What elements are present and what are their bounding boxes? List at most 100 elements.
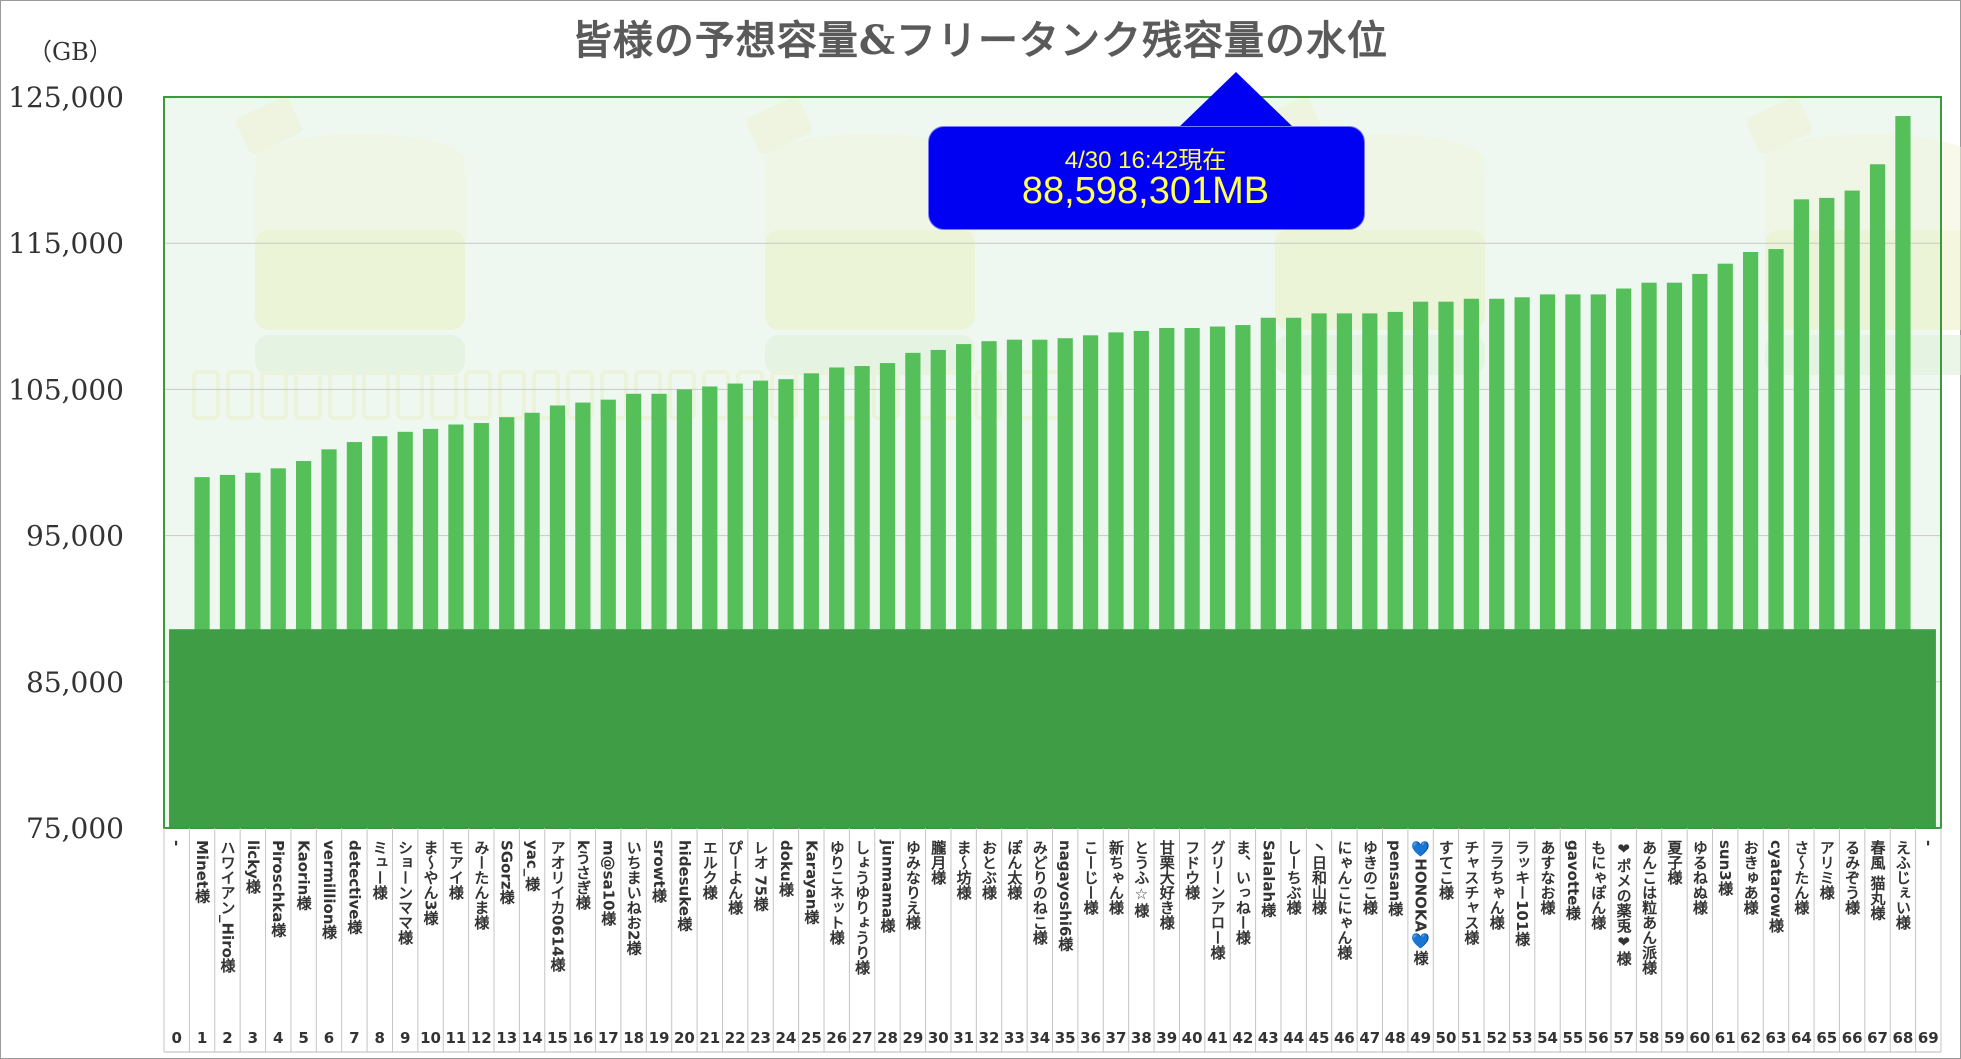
category-index-label: 10 <box>420 1029 441 1047</box>
category-name-label: cyatarow様 <box>1767 840 1785 934</box>
category-index-label: 49 <box>1410 1029 1431 1047</box>
category-cell: るみぞう様 66 <box>1842 840 1863 1047</box>
category-index-label: 20 <box>674 1029 695 1047</box>
category-cell: junmama様 28 <box>877 839 898 1047</box>
category-name-label: あんこは粒あん派様 <box>1640 840 1658 976</box>
category-index-label: 30 <box>928 1029 949 1047</box>
category-cell: ショーンママ様 9 <box>396 840 414 1047</box>
category-cell: Karayan様 25 <box>801 840 822 1047</box>
category-name-label: 丶日和山様 <box>1310 840 1328 916</box>
category-index-label: 35 <box>1055 1029 1076 1047</box>
category-name-label: モアイ様 <box>447 840 465 901</box>
category-index-label: 38 <box>1131 1029 1152 1047</box>
category-index-label: 68 <box>1892 1029 1913 1047</box>
category-cell: いちまいねお2様 18 <box>623 840 644 1047</box>
category-cell: srowt様 19 <box>649 840 670 1047</box>
category-index-label: 64 <box>1791 1029 1812 1047</box>
category-cell: 夏子様 59 <box>1664 840 1685 1047</box>
category-name-label: アリミ様 <box>1818 840 1836 901</box>
tank-watermark-icon <box>236 97 465 375</box>
category-cell: チャスチャス様 51 <box>1461 840 1482 1047</box>
category-cell: gavotte様 55 <box>1562 840 1583 1047</box>
category-index-label: 67 <box>1867 1029 1888 1047</box>
category-index-label: 24 <box>776 1029 797 1047</box>
category-cell: licky様 3 <box>244 840 262 1047</box>
category-name-label: みーたんま様 <box>472 840 490 931</box>
category-cell: 甘栗大好き様 39 <box>1156 839 1177 1047</box>
category-name-label: フドウ様 <box>1183 840 1201 901</box>
level-callout: 4/30 16:42現在 88,598,301MB <box>928 70 1365 230</box>
category-name-label: Kaorin様 <box>295 840 313 911</box>
category-name-label: ま、いっねー様 <box>1234 840 1252 946</box>
category-name-label: licky様 <box>244 840 262 895</box>
category-cell: ハワイアン_Hiro様 2 <box>218 840 236 1047</box>
category-name-label: - <box>1919 840 1937 846</box>
category-index-label: 29 <box>902 1029 923 1047</box>
category-name-label: チャスチャス様 <box>1462 840 1480 946</box>
category-index-label: 31 <box>953 1029 974 1047</box>
category-name-label: detective様 <box>345 840 363 936</box>
callout-value-label: 88,598,301MB <box>1021 170 1270 212</box>
category-index-label: 22 <box>725 1029 746 1047</box>
category-name-label: ま〜坊様 <box>955 840 973 901</box>
category-index-label: 65 <box>1816 1029 1837 1047</box>
category-cell: vermillion様 6 <box>320 840 338 1047</box>
category-cell: ゆみなりえ様 29 <box>902 840 923 1047</box>
category-index-label: 13 <box>496 1029 517 1047</box>
category-cell: pensan様 48 <box>1385 840 1406 1047</box>
category-index-label: 39 <box>1156 1029 1177 1047</box>
phone-watermark-icon <box>294 370 322 420</box>
category-index-label: 28 <box>877 1029 898 1047</box>
category-name-label: hidesuke様 <box>675 840 693 932</box>
category-index-label: 43 <box>1258 1029 1279 1047</box>
category-index-label: 69 <box>1918 1029 1939 1047</box>
y-tick-label: 125,000 <box>8 81 124 114</box>
category-index-label: 41 <box>1207 1029 1228 1047</box>
free-tank-level-band <box>169 629 1936 828</box>
category-name-label: Salalah様 <box>1259 840 1277 918</box>
phone-watermark-icon <box>464 370 492 420</box>
callout-box <box>928 126 1365 230</box>
category-index-label: 7 <box>349 1029 359 1047</box>
category-cell: アリミ様 65 <box>1816 840 1837 1047</box>
category-name-label: アオリイカ0614様 <box>548 840 566 973</box>
category-name-label: ゆりこネット様 <box>828 840 846 946</box>
category-name-label: おきゅあ様 <box>1742 840 1760 916</box>
category-cell: hidesuke様 20 <box>674 840 695 1047</box>
category-cell: みどりのねこ様 34 <box>1029 840 1050 1047</box>
y-tick-label: 75,000 <box>26 812 124 845</box>
category-index-label: 66 <box>1842 1029 1863 1047</box>
category-index-label: 4 <box>273 1029 283 1047</box>
chart-title: 皆様の予想容量&フリータンク残容量の水位 <box>571 17 1389 64</box>
category-name-label: m@sa10様 <box>599 840 617 927</box>
category-index-label: 2 <box>222 1029 232 1047</box>
category-cell: nagayoshi6様 35 <box>1055 840 1076 1047</box>
category-cell: おとぶ様 32 <box>979 840 1000 1047</box>
category-index-label: 23 <box>750 1029 771 1047</box>
category-index-label: 27 <box>852 1029 873 1047</box>
category-cell: にゃんこにゃん様 46 <box>1334 840 1355 1047</box>
category-name-label: yac_様 <box>523 840 541 892</box>
category-index-label: 57 <box>1613 1029 1634 1047</box>
category-cell: フドウ様 40 <box>1182 840 1203 1047</box>
category-index-label: 50 <box>1436 1029 1457 1047</box>
category-index-label: 47 <box>1359 1029 1380 1047</box>
category-cell: detective様 7 <box>345 840 363 1047</box>
category-cell: しーちぶ様 44 <box>1283 840 1304 1047</box>
category-cell: あすなお様 54 <box>1537 840 1558 1047</box>
category-cell: ぴーよん様 22 <box>725 840 746 1047</box>
category-name-label: にゃんこにゃん様 <box>1335 840 1353 961</box>
category-name-label: SGorz様 <box>498 840 516 906</box>
category-name-label: 夏子様 <box>1665 840 1683 886</box>
tank-watermark-icon <box>746 97 975 375</box>
category-name-label: junmama様 <box>878 839 896 934</box>
category-cell: - 69 <box>1918 840 1939 1047</box>
category-name-label: ま〜やん3様 <box>422 840 440 927</box>
category-cell: えふじぇい様 68 <box>1892 840 1913 1047</box>
category-name-label: ハワイアン_Hiro様 <box>218 840 236 974</box>
category-index-label: 48 <box>1385 1029 1406 1047</box>
category-name-label: るみぞう様 <box>1843 840 1861 916</box>
category-cell: Salalah様 43 <box>1258 840 1279 1047</box>
category-index-label: 3 <box>248 1029 258 1047</box>
category-cell: Minet様 1 <box>193 840 211 1047</box>
